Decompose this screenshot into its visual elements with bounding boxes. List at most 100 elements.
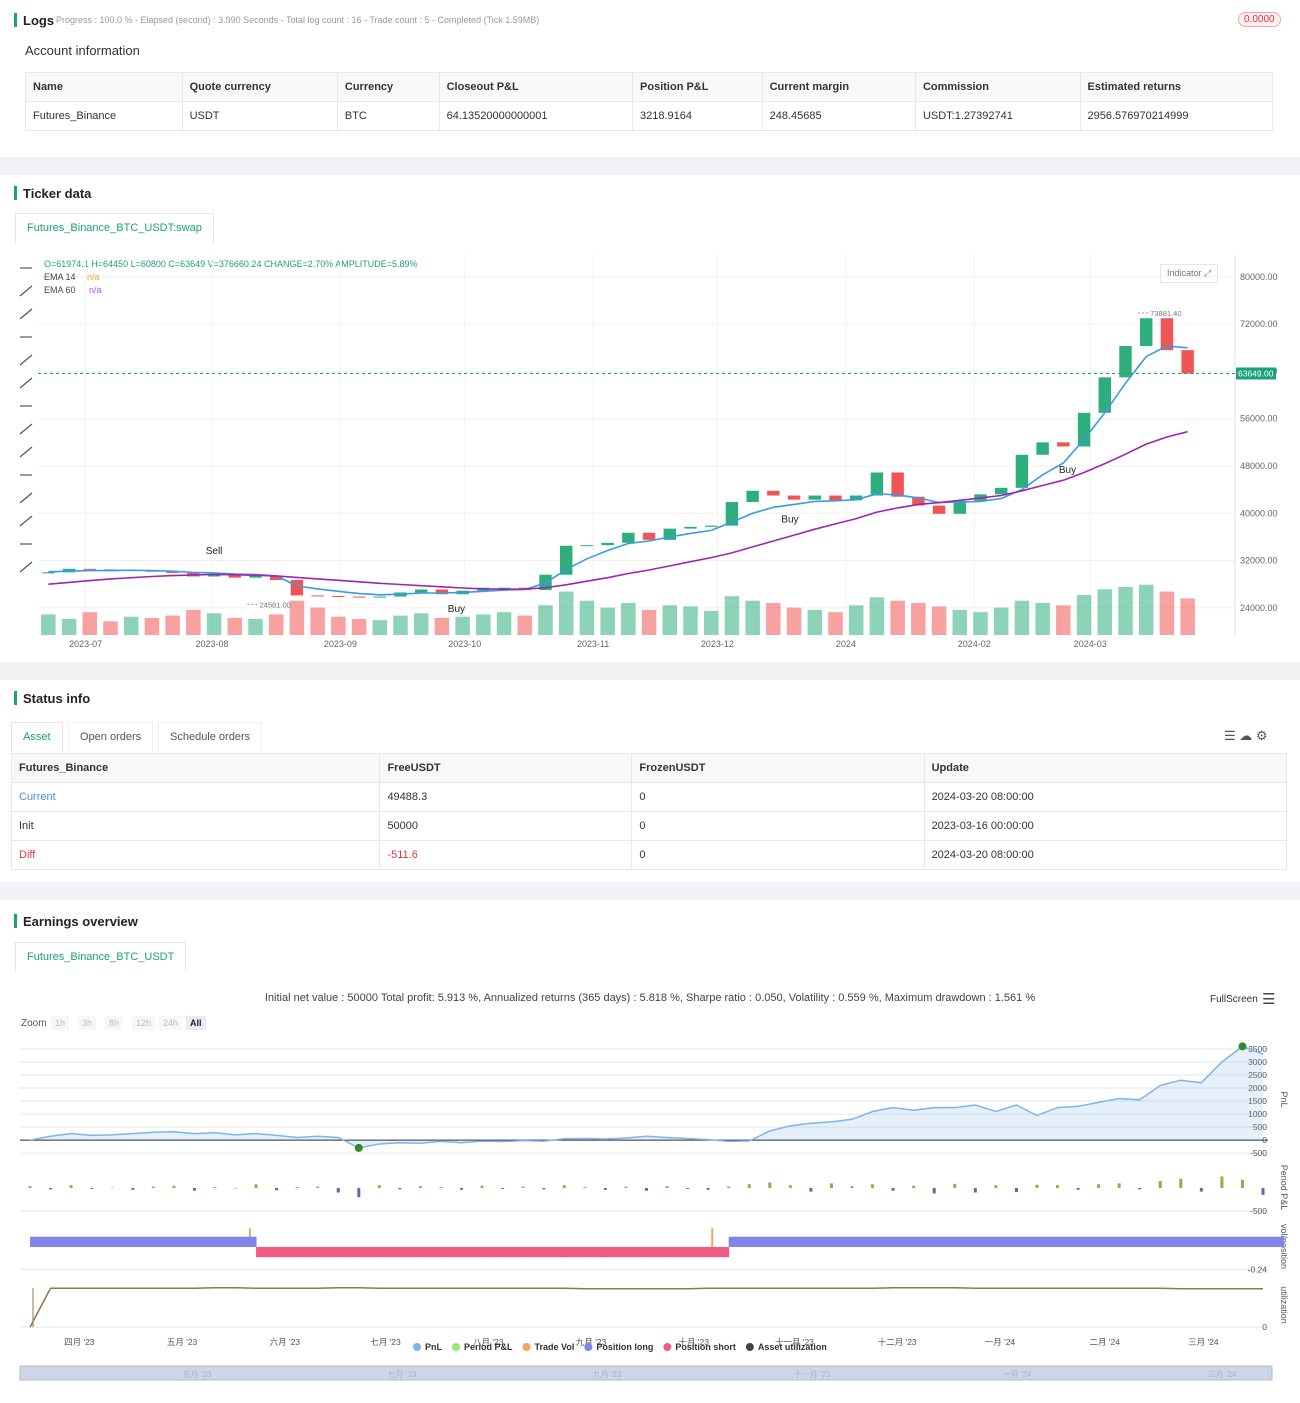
period-bar [69,1185,73,1188]
last-price-label: 63649.00 [1238,368,1274,378]
candle [1160,318,1174,351]
candle [1181,350,1194,374]
volume-bar [993,607,1009,635]
status-tab[interactable]: Open orders [68,722,154,752]
navigator-label: 五月 '23 [183,1370,212,1379]
volume-bar [538,605,553,635]
candle [311,595,324,597]
tool-icon [19,492,33,504]
position-bar [50,1236,72,1247]
x-tick-label: 十一月 '23 [775,1337,814,1347]
zoom-button[interactable]: All [186,1016,206,1030]
volume-bar [1076,595,1092,635]
candle [912,496,925,506]
progress: Progress : 100.0 % - Elapsed (second) : … [56,15,540,25]
volume-bar [165,615,180,635]
volume-bar [931,606,947,635]
earnings-tab[interactable]: Futures_Binance_BTC_USDT [15,942,187,972]
position-bar [91,1236,113,1247]
x-tick-label: 二月 '24 [1090,1337,1121,1347]
candle [83,568,96,570]
legend-swatch [413,1343,421,1351]
cell: 64.13520000000001 [438,101,634,131]
menu-icon[interactable]: ☰ [1262,991,1276,1008]
candle [580,545,594,547]
position-bar [297,1246,319,1258]
candle [808,495,821,500]
volume-bar [144,617,160,635]
position-bar [564,1246,586,1258]
ema-line [48,430,1188,590]
volume-bar [434,617,450,635]
cell: 2024-03-20 08:00:00 [923,840,1288,870]
candle [1077,412,1091,447]
volume-bar [973,612,988,635]
volume-bar [766,603,781,635]
tool-icon [19,446,33,458]
candle [725,502,739,526]
fullscreen[interactable]: FullScreen [1210,994,1258,1005]
position-bar [1180,1236,1202,1247]
x-tick-label: 2023-12 [701,639,734,649]
period-bar [994,1185,998,1188]
position-bar [543,1246,565,1258]
period-bar [829,1183,833,1188]
volume-bar [372,620,388,635]
status-tab[interactable]: Asset [11,722,63,752]
position-bar [954,1236,976,1247]
header-cell: Closeout P&L [438,72,634,102]
x-tick-label: 十二月 '23 [878,1337,917,1347]
x-tick-label: 十月 '23 [679,1337,710,1347]
volume-bar [724,596,740,635]
ohlc: O=61974.1 H=64450 L=60800 C=63649 V=3766… [44,259,418,269]
toolbar-icons[interactable]: ☰ ☁ ⚙ [1224,728,1268,743]
candle [953,500,966,514]
extreme-label: 73881.40 [1150,309,1181,318]
period-bar [192,1187,196,1191]
y-tick-label: 2500 [1248,1070,1267,1080]
zoom-button[interactable]: 3h [78,1016,97,1030]
legend-swatch [522,1343,531,1351]
position-bar [71,1236,93,1247]
period-bar [1076,1187,1080,1190]
ticker-tab[interactable]: Futures_Binance_BTC_USDT:swap [15,213,214,243]
candle [290,580,304,596]
cell: -511.6 [379,840,633,870]
volume-bar [496,612,512,635]
row: Current 49488.3 0 2024-03-20 08:00:00 [10,782,1288,812]
header-cell: Futures_Binance [10,753,381,783]
annotation: Sell [206,546,223,557]
cell: USDT:1.27392741 [914,101,1081,131]
position-bar [625,1246,647,1258]
period-bar [542,1187,546,1190]
legend-name: EMA 60 [44,285,76,295]
position-bar [502,1246,524,1258]
period-bar [1056,1185,1059,1188]
candle [270,575,283,581]
indicator-button[interactable]: Indicator ⤢ [1160,264,1219,283]
position-bar [667,1246,689,1258]
period-bar [953,1183,957,1188]
status-tab[interactable]: Schedule orders [158,722,263,752]
candle [642,532,656,540]
x-tick-label: 2024-03 [1074,639,1107,649]
y-tick-label: 32000.00 [1240,556,1278,566]
row: Init 50000 0 2023-03-16 00:00:00 [10,811,1288,841]
zoom-button[interactable]: 12h [132,1016,156,1030]
period-bar [747,1184,751,1188]
x-tick-label: 2024-02 [958,639,991,649]
candle [228,574,241,578]
zoom-button[interactable]: 8h [105,1016,124,1030]
position-bar [790,1236,812,1247]
candle [1119,346,1132,378]
y-tick-label: 0 [1262,1322,1267,1332]
volume-bar [621,603,636,635]
legend-swatch [452,1343,460,1351]
period-bar [1261,1187,1265,1195]
indicator-text: Indicator [1167,268,1202,278]
zoom-button[interactable]: 24h [159,1016,183,1030]
position-bar [1160,1236,1182,1247]
zoom-button[interactable]: 1h [51,1016,70,1030]
volume-bar [61,619,77,635]
